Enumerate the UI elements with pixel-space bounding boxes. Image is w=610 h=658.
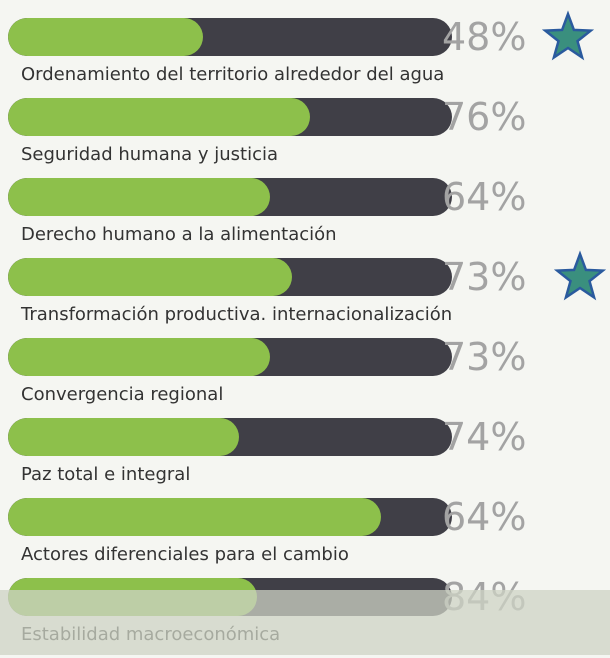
progress-row: 73% Transformación productiva. internacio…: [0, 250, 610, 338]
progress-fill: [8, 418, 239, 456]
progress-track: [8, 98, 452, 136]
percent-label: 73%: [442, 255, 527, 299]
item-label: Transformación productiva. internacional…: [21, 304, 453, 325]
item-label: Ordenamiento del territorio alrededor de…: [21, 64, 445, 85]
progress-fill: [8, 338, 270, 376]
percent-label: 64%: [442, 175, 527, 219]
progress-row: 74% Paz total e integral: [0, 415, 610, 498]
progress-row: 48% Ordenamiento del territorio alrededor…: [0, 10, 610, 98]
star-icon: [554, 250, 606, 301]
progress-fill: [8, 498, 381, 536]
percent-label: 73%: [442, 335, 527, 379]
percent-label: 76%: [442, 95, 527, 139]
progress-row: 64% Actores diferenciales para el cambio: [0, 495, 610, 578]
progress-fill: [8, 18, 204, 56]
percent-label: 48%: [442, 15, 527, 59]
percent-label: 74%: [442, 415, 527, 459]
star-shape: [554, 250, 606, 301]
progress-track: [8, 418, 452, 456]
item-label: Derecho humano a la alimentación: [21, 224, 337, 245]
progress-row: 76% Seguridad humana y justicia: [0, 95, 610, 178]
progress-track: [8, 258, 452, 296]
item-label: Seguridad humana y justicia: [21, 144, 279, 165]
item-label: Paz total e integral: [21, 464, 191, 485]
star-icon: [542, 10, 594, 61]
progress-fill: [8, 258, 293, 296]
progress-track: [8, 498, 452, 536]
item-label: Convergencia regional: [21, 384, 224, 405]
percent-label: 64%: [442, 495, 527, 539]
progress-fill: [8, 98, 310, 136]
item-label: Actores diferenciales para el cambio: [21, 544, 349, 565]
progress-track: [8, 18, 452, 56]
progress-fill: [8, 178, 270, 216]
progress-track: [8, 178, 452, 216]
progress-row: 64% Derecho humano a la alimentación: [0, 175, 610, 258]
star-shape: [542, 10, 594, 61]
bottom-overlay: [0, 590, 610, 655]
progress-row: 73% Convergencia regional: [0, 335, 610, 418]
progress-track: [8, 338, 452, 376]
